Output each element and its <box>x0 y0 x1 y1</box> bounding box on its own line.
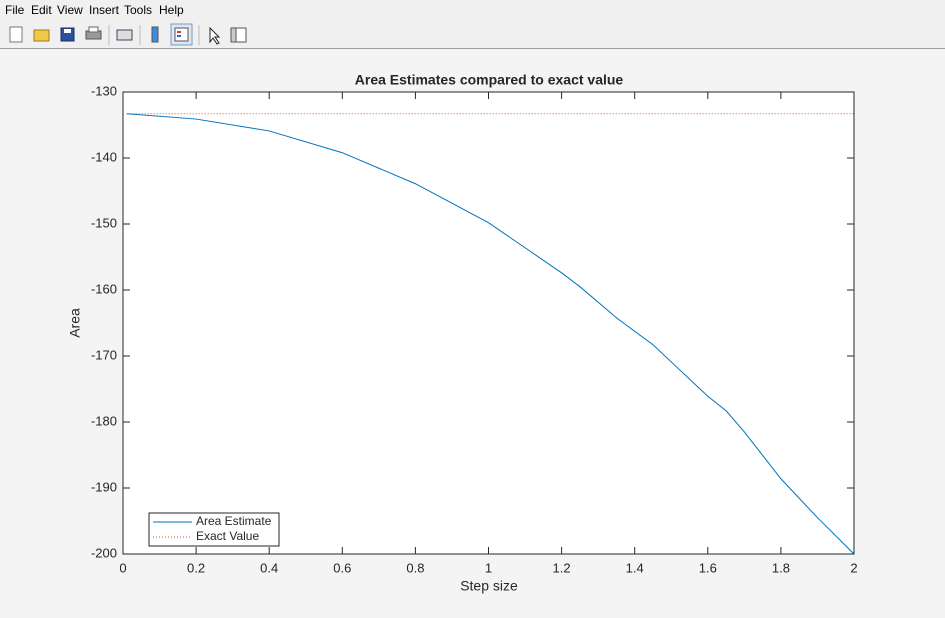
x-tick-label: 1.2 <box>553 560 571 575</box>
y-tick-label: -190 <box>91 479 117 494</box>
menu-item[interactable]: Help <box>159 3 184 17</box>
x-tick-label: 0.2 <box>187 560 205 575</box>
x-tick-label: 0.6 <box>333 560 351 575</box>
legend-label: Exact Value <box>196 529 259 543</box>
open-icon[interactable] <box>33 29 50 42</box>
x-tick-label: 2 <box>850 560 857 575</box>
y-tick-label: -200 <box>91 545 117 560</box>
menu-item[interactable]: Insert <box>89 3 120 17</box>
x-tick-label: 1.8 <box>772 560 790 575</box>
y-axis-label: Area <box>67 308 83 338</box>
save-icon[interactable] <box>60 27 75 42</box>
x-tick-label: 1 <box>485 560 492 575</box>
legend <box>148 512 280 547</box>
y-tick-label: -150 <box>91 215 117 230</box>
colorbar-icon[interactable] <box>151 26 159 43</box>
y-tick-label: -180 <box>91 413 117 428</box>
x-tick-label: 1.6 <box>699 560 717 575</box>
new-icon[interactable] <box>9 26 23 43</box>
x-tick-label: 1.4 <box>626 560 644 575</box>
menu-item[interactable]: Tools <box>124 3 153 17</box>
x-axis-label: Step size <box>460 578 518 594</box>
x-tick-label: 0.8 <box>406 560 424 575</box>
menu-item[interactable]: File <box>5 3 25 17</box>
legend-icon[interactable] <box>170 23 193 46</box>
y-tick-label: -160 <box>91 281 117 296</box>
pointer-icon[interactable] <box>209 26 221 45</box>
data-line <box>126 113 855 555</box>
plot-area <box>123 92 854 554</box>
legend-label: Area Estimate <box>196 514 272 528</box>
x-tick-label: 0.4 <box>260 560 278 575</box>
print-icon[interactable] <box>85 26 102 40</box>
toolbar <box>0 21 945 49</box>
menu-bar: File Edit View Insert Tools Help <box>0 0 945 21</box>
y-tick-label: -140 <box>91 149 117 164</box>
menu-item[interactable]: View <box>57 3 83 17</box>
axes-box <box>122 91 855 555</box>
y-tick-label: -130 <box>91 83 117 98</box>
link-icon[interactable] <box>116 29 133 41</box>
chart-title: Area Estimates compared to exact value <box>355 72 624 88</box>
x-tick-label: 0 <box>119 560 126 575</box>
property-icon[interactable] <box>230 27 247 43</box>
y-tick-label: -170 <box>91 347 117 362</box>
chart: Area Estimates compared to exact value S… <box>67 72 858 594</box>
menu-item[interactable]: Edit <box>31 3 52 17</box>
